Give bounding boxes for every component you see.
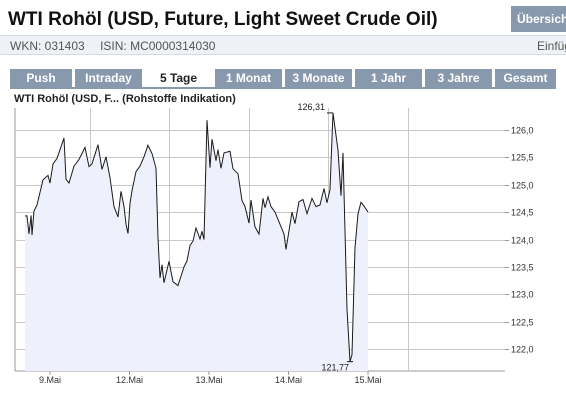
x-tick-label: 9.Mai <box>39 375 61 385</box>
page-title: WTI Rohöl (USD, Future, Light Sweet Crud… <box>8 9 438 30</box>
series-area <box>25 112 368 372</box>
tab-push[interactable]: Push <box>10 69 72 87</box>
tab-gesamt[interactable]: Gesamt <box>495 69 556 87</box>
tab-1-jahr[interactable]: 1 Jahr <box>355 69 422 87</box>
tab-5-tage[interactable]: 5 Tage <box>145 69 212 87</box>
tab-intraday[interactable]: Intraday <box>75 69 142 87</box>
identifiers: WKN: 031403 ISIN: MC0000314030 <box>10 39 227 53</box>
tab-3-jahre[interactable]: 3 Jahre <box>425 69 492 87</box>
y-tick-label: 126,0 <box>511 126 534 136</box>
info-bar: WKN: 031403 ISIN: MC0000314030 Einfügen <box>0 35 566 55</box>
tab-3-monate[interactable]: 3 Monate <box>285 69 352 87</box>
isin-label: ISIN: MC0000314030 <box>100 39 216 53</box>
insert-link[interactable]: Einfügen <box>537 39 566 53</box>
max-label: 126,31 <box>297 102 325 112</box>
y-tick-label: 124,5 <box>511 208 534 218</box>
chart-title: WTI Rohöl (USD, F... (Rohstoffe Indikati… <box>14 93 236 105</box>
x-tick-label: 13.Mai <box>195 375 222 385</box>
y-tick-label: 125,5 <box>511 153 534 163</box>
y-tick-label: 124,0 <box>511 236 534 246</box>
x-tick-label: 14.Mai <box>275 375 302 385</box>
y-tick-label: 123,5 <box>511 263 534 273</box>
y-tick-label: 123,0 <box>511 290 534 300</box>
y-tick-label: 122,5 <box>511 318 534 328</box>
y-tick-label: 125,0 <box>511 181 534 191</box>
series-line <box>25 112 369 362</box>
x-tick-label: 15.Mai <box>354 375 381 385</box>
tab-underline <box>10 87 556 89</box>
min-label: 121,77 <box>322 363 350 373</box>
overview-button[interactable]: Übersicht <box>511 6 566 32</box>
tab-1-monat[interactable]: 1 Monat <box>215 69 282 87</box>
wkn-label: WKN: 031403 <box>10 39 85 53</box>
x-tick-label: 12.Mai <box>116 375 143 385</box>
y-tick-label: 122,0 <box>511 345 534 355</box>
